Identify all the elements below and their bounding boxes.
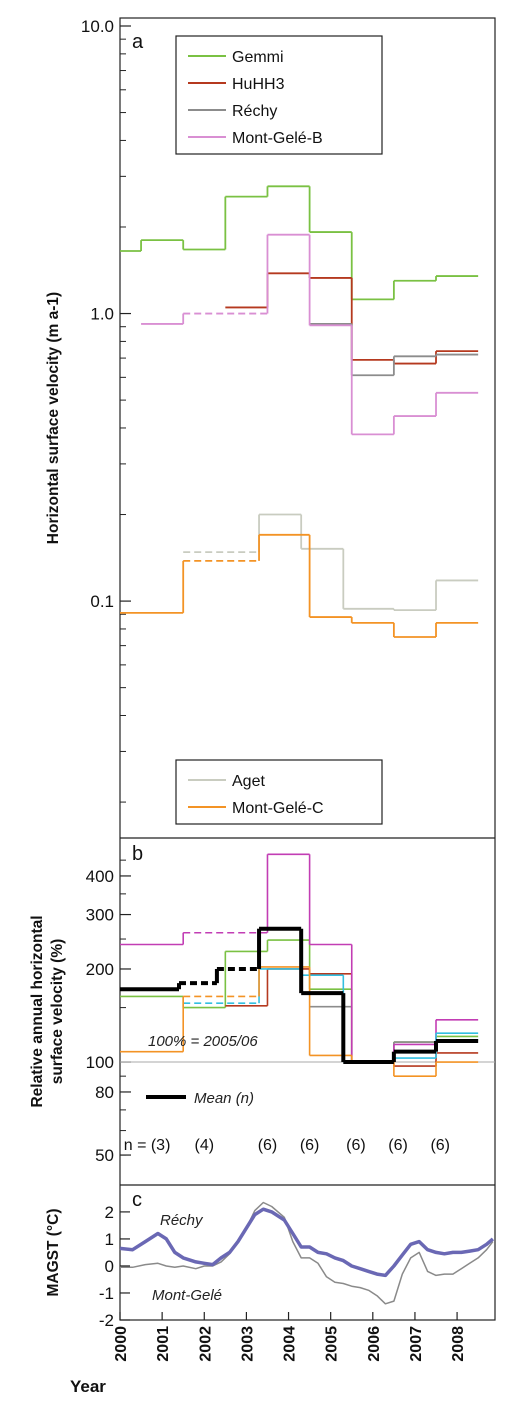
c-r-chy-line [119, 1207, 495, 1278]
figure-frame [119, 17, 496, 1321]
c-ylabel: MAGST (°C) [45, 1209, 62, 1297]
legend-entry: Aget [232, 773, 265, 790]
legend-entry: Réchy [232, 103, 277, 120]
c-mont-gel--line [120, 1201, 494, 1305]
b-annotation: 100% = 2005/06 [148, 1033, 258, 1050]
n-label: (6) [346, 1137, 366, 1154]
x-tick-label: 2003 [239, 1326, 256, 1362]
x-tick-label: 2004 [282, 1326, 299, 1362]
c-ytick-label: 0 [105, 1257, 114, 1276]
b-ytick-label: 200 [86, 960, 114, 979]
panel-a-label: a [132, 31, 144, 53]
mean-legend-label: Mean (n) [194, 1090, 254, 1107]
a-ytick-label: 10.0 [81, 17, 114, 36]
legend-entry: Gemmi [232, 49, 284, 66]
x-tick-label: 2001 [155, 1326, 172, 1362]
x-axis-label: Year [70, 1377, 106, 1396]
a-ylabel: Horizontal surface velocity (m a-1) [45, 292, 62, 544]
c-rechy-label: Réchy [160, 1212, 204, 1229]
n-label: (6) [258, 1137, 278, 1154]
c-ytick-label: 1 [105, 1230, 114, 1249]
panel-b-label: b [132, 843, 143, 865]
a-ytick-label: 0.1 [90, 592, 114, 611]
a-ytick-label: 1.0 [90, 305, 114, 324]
x-tick-label: 2007 [408, 1326, 425, 1362]
c-ytick-label: -2 [99, 1311, 114, 1330]
n-label: (4) [194, 1137, 214, 1154]
b-ytick-label: 100 [86, 1053, 114, 1072]
x-tick-label: 2002 [197, 1326, 214, 1362]
x-tick-label: 2005 [324, 1326, 341, 1362]
b-ytick-label: 300 [86, 906, 114, 925]
b-ylabel-line2: surface velocity (%) [49, 939, 66, 1085]
b-ytick-label: 50 [95, 1146, 114, 1165]
c-ytick-label: -1 [99, 1284, 114, 1303]
legend-entry: Mont-Gelé-C [232, 800, 324, 817]
x-tick-label: 2006 [366, 1326, 383, 1362]
n-label: (6) [430, 1137, 450, 1154]
x-tick-label: 2000 [113, 1326, 130, 1362]
legend-bottom [175, 759, 383, 825]
legend-entry: HuHH3 [232, 76, 285, 93]
n-label: n = (3) [124, 1137, 171, 1154]
legend-entry: Mont-Gelé-B [232, 130, 323, 147]
c-montgele-label: Mont-Gelé [152, 1287, 222, 1304]
b-ytick-label: 400 [86, 867, 114, 886]
panel-c-label: c [132, 1189, 142, 1211]
n-label: (6) [300, 1137, 320, 1154]
b-ylabel-line1: Relative annual horizontal [29, 915, 46, 1107]
n-label: (6) [388, 1137, 408, 1154]
c-ytick-label: 2 [105, 1203, 114, 1222]
x-tick-label: 2008 [450, 1326, 467, 1362]
b-ytick-label: 80 [95, 1083, 114, 1102]
